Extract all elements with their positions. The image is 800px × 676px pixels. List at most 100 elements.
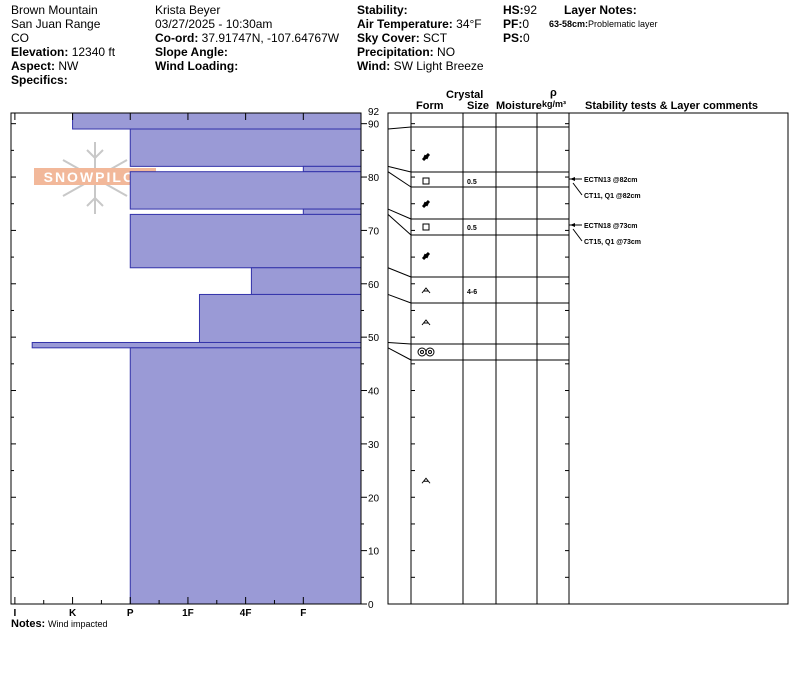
tests-header: Stability tests & Layer comments: [585, 100, 759, 112]
precip-value: NO: [437, 45, 456, 59]
hs-label: HS:: [503, 3, 524, 17]
wind-value: SW Light Breeze: [393, 59, 484, 73]
sky-cover: Sky Cover: SCT: [357, 31, 447, 45]
wind-label: Wind:: [357, 59, 391, 73]
air-temp-label: Air Temperature:: [357, 17, 453, 31]
layer-notes-title: Layer Notes:: [564, 3, 637, 17]
new-snow-symbol: [421, 199, 431, 209]
stability-label: Stability:: [357, 3, 408, 17]
pf-value: 0: [522, 17, 530, 31]
test-arrow-head: [570, 223, 575, 227]
coord-label: Co-ord:: [155, 31, 199, 45]
layer-note-range: 63-58cm:: [549, 19, 589, 29]
faceted-symbol: [422, 177, 430, 185]
hardness-bar: [198, 293, 362, 343]
ps: PS:0: [503, 31, 530, 45]
hardness-tick-label: K: [69, 608, 77, 619]
range: San Juan Range: [11, 17, 101, 31]
new-snow-symbol: [421, 251, 431, 261]
hardness-bar: [31, 341, 362, 349]
elevation: Elevation: 12340 ft: [11, 45, 115, 59]
height-connector: [387, 293, 412, 304]
y-tick-label: 60: [368, 280, 380, 291]
height-connector: [387, 214, 412, 236]
hardness-tick-label: I: [13, 608, 16, 619]
test-label: CT15, Q1 @73cm: [584, 239, 641, 246]
hardness-tick-label: P: [127, 608, 134, 619]
melt-form-symbol: [417, 347, 427, 357]
height-connector: [387, 126, 412, 130]
profile-frame: [10, 112, 362, 605]
y-tick-label: 0: [368, 600, 374, 611]
layer-table-frame: [387, 112, 789, 605]
aspect: Aspect: NW: [11, 59, 78, 73]
sky-label: Sky Cover:: [357, 31, 420, 45]
y-tick-label: 40: [368, 387, 380, 398]
hs: HS:92: [503, 3, 537, 17]
y-tick-label: 20: [368, 493, 380, 504]
coord-value: 37.91747N, -107.64767W: [201, 31, 340, 45]
test-arrow-line: [572, 228, 583, 242]
y-tick-label: 30: [368, 440, 380, 451]
wind-loading-label: Wind Loading:: [155, 59, 239, 73]
sky-value: SCT: [423, 31, 448, 45]
state: CO: [11, 31, 29, 45]
coordinates: Co-ord: 37.91747N, -107.64767W: [155, 31, 339, 45]
elevation-value: 12340 ft: [71, 45, 116, 59]
crystal-size: 0.5: [467, 225, 477, 232]
logo-banner: [34, 168, 156, 185]
specifics-label: Specifics:: [11, 73, 68, 87]
notes-label: Notes:: [11, 618, 46, 630]
hardness-bar: [129, 347, 362, 605]
moisture-header: Moisture: [496, 100, 542, 112]
height-connector: [387, 347, 412, 361]
ps-label: PS:: [503, 31, 524, 45]
hardness-bar: [250, 267, 362, 295]
melt-form-symbol: [420, 350, 424, 354]
top-height-label: 92: [368, 107, 380, 118]
hs-value: 92: [523, 3, 538, 17]
hardness-bar: [72, 112, 362, 130]
layer-note-text: Problematic layer: [588, 19, 658, 29]
observer: Krista Beyer: [155, 3, 221, 17]
hardness-bar: [129, 128, 362, 167]
aspect-value: NW: [58, 59, 79, 73]
air-temp-value: 34°F: [456, 17, 482, 31]
height-connector: [387, 171, 412, 188]
hardness-bar: [129, 213, 362, 269]
rho-header: ρ: [550, 87, 557, 99]
layer-note: 63-58cm:Problematic layer: [549, 17, 658, 31]
hardness-bar: [302, 208, 362, 215]
slope-angle-label: Slope Angle:: [155, 45, 228, 59]
crystal-header: Crystal: [446, 89, 484, 101]
datetime: 03/27/2025 - 10:30am: [155, 17, 273, 31]
height-connector: [387, 341, 412, 345]
y-tick-label: 10: [368, 547, 380, 558]
y-tick-label: 90: [368, 120, 380, 131]
hardness-tick-label: 4F: [240, 608, 252, 619]
depth-hoar-symbol: [421, 477, 431, 484]
depth-hoar-symbol: [421, 319, 431, 326]
height-connector: [387, 165, 412, 173]
melt-form-symbol: [425, 347, 435, 357]
logo-text: SNOWPILOT: [43, 169, 147, 185]
test-label: CT11, Q1 @82cm: [584, 193, 641, 200]
snowpilot-logo: SNOWPILOT: [34, 140, 156, 216]
height-connector: [387, 267, 412, 278]
pf: PF:0: [503, 17, 529, 31]
notes: Notes: Wind impacted: [11, 617, 108, 632]
height-connector: [387, 208, 412, 220]
precip-label: Precipitation:: [357, 45, 434, 59]
test-arrow-line: [572, 182, 583, 196]
hardness-tick-label: F: [300, 608, 306, 619]
hardness-bar: [302, 165, 362, 173]
aspect-label: Aspect:: [11, 59, 56, 73]
test-arrow-head: [570, 177, 575, 181]
y-tick-label: 50: [368, 333, 380, 344]
location: Brown Mountain: [11, 3, 98, 17]
wind: Wind: SW Light Breeze: [357, 59, 484, 73]
elevation-label: Elevation:: [11, 45, 69, 59]
depth-hoar-symbol: [421, 287, 431, 294]
melt-form-symbol: [428, 350, 432, 354]
